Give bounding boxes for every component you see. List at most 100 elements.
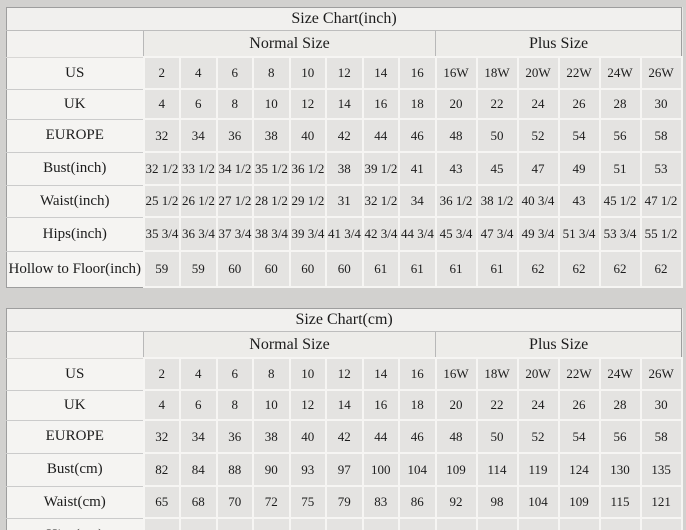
value-cell: 46 bbox=[398, 118, 437, 153]
row-label-cell: Bust(cm) bbox=[6, 452, 144, 486]
value-cell: 38 bbox=[252, 118, 291, 153]
value-cell: 18 bbox=[398, 88, 437, 120]
row-label-cell: Waist(inch) bbox=[6, 184, 144, 217]
value-cell: 32 1/2 bbox=[361, 184, 400, 218]
value-cell: 65 bbox=[142, 485, 181, 519]
value-cell: 91 bbox=[142, 517, 181, 530]
value-cell: 105 bbox=[325, 517, 364, 530]
size-chart-cm-table: Size Chart(cm) Normal Size Plus Size US 2 4 6 8… bbox=[6, 308, 683, 530]
value-cell: 58 bbox=[639, 419, 683, 454]
value-cell: 10 bbox=[288, 56, 327, 90]
value-cell: 116 bbox=[434, 517, 478, 530]
value-cell: 48 bbox=[434, 118, 478, 153]
value-cell: 4 bbox=[179, 56, 218, 90]
value-cell: 83 bbox=[361, 485, 400, 519]
value-cell: 33 1/2 bbox=[179, 151, 218, 186]
value-cell: 20W bbox=[516, 56, 560, 90]
value-cell: 47 bbox=[516, 151, 560, 186]
value-cell: 45 1/2 bbox=[598, 184, 642, 218]
table-row: EUROPE 32 34 36 38 40 42 44 46 48 50 52 54 56 58 bbox=[6, 118, 683, 153]
value-cell: 10 bbox=[288, 357, 327, 391]
value-cell: 53 bbox=[639, 151, 683, 186]
value-cell: 18W bbox=[475, 357, 519, 391]
value-cell: 60 bbox=[252, 250, 291, 288]
value-cell: 28 1/2 bbox=[252, 184, 291, 218]
value-cell: 54 bbox=[557, 118, 601, 153]
value-cell: 51 3/4 bbox=[557, 216, 601, 252]
table-row: Waist(cm) 65 68 70 72 75 79 83 86 92 98 104 109 115 12… bbox=[6, 485, 683, 519]
value-cell: 32 1/2 bbox=[142, 151, 181, 186]
value-cell: 27 1/2 bbox=[215, 184, 254, 218]
value-cell: 32 bbox=[142, 419, 181, 454]
value-cell: 20 bbox=[434, 389, 478, 421]
value-cell: 62 bbox=[557, 250, 601, 288]
value-cell: 92 bbox=[179, 517, 218, 530]
value-cell: 109 bbox=[434, 452, 478, 487]
value-cell: 56 bbox=[598, 118, 642, 153]
value-cell: 34 bbox=[179, 118, 218, 153]
value-cell: 60 bbox=[325, 250, 364, 288]
value-cell: 72 bbox=[252, 485, 291, 519]
value-cell: 10 bbox=[252, 389, 291, 421]
value-cell: 8 bbox=[252, 357, 291, 391]
value-cell: 53 3/4 bbox=[598, 216, 642, 252]
value-cell: 50 bbox=[475, 419, 519, 454]
value-cell: 2 bbox=[142, 56, 181, 90]
value-cell: 93 bbox=[288, 452, 327, 487]
value-cell: 56 bbox=[598, 419, 642, 454]
value-cell: 14 bbox=[325, 88, 364, 120]
value-cell: 59 bbox=[179, 250, 218, 288]
table-row: US 2 4 6 8 10 12 14 16 16W 18W 20W 22W 24W 26W bbox=[6, 357, 683, 391]
value-cell: 60 bbox=[288, 250, 327, 288]
column-group-header: Normal Size bbox=[143, 331, 436, 359]
corner-cell bbox=[6, 331, 144, 359]
value-cell: 36 1/2 bbox=[434, 184, 478, 218]
value-cell: 38 3/4 bbox=[252, 216, 291, 252]
value-cell: 104 bbox=[516, 485, 560, 519]
value-cell: 8 bbox=[215, 389, 254, 421]
value-cell: 16W bbox=[434, 357, 478, 391]
value-cell: 98 bbox=[252, 517, 291, 530]
value-cell: 114 bbox=[475, 452, 519, 487]
value-cell: 30 bbox=[639, 88, 683, 120]
value-cell: 47 3/4 bbox=[475, 216, 519, 252]
value-cell: 8 bbox=[215, 88, 254, 120]
value-cell: 26 bbox=[557, 389, 601, 421]
row-label-cell: EUROPE bbox=[6, 118, 144, 152]
value-cell: 36 1/2 bbox=[288, 151, 327, 186]
row-label-cell: Hips(cm) bbox=[6, 517, 144, 530]
column-group-header: Normal Size bbox=[143, 30, 436, 58]
value-cell: 38 bbox=[325, 151, 364, 186]
value-cell: 24W bbox=[598, 357, 642, 391]
value-cell: 97 bbox=[325, 452, 364, 487]
value-cell: 126 bbox=[516, 517, 560, 530]
value-cell: 42 bbox=[325, 419, 364, 454]
row-label-cell: Waist(cm) bbox=[6, 485, 144, 518]
value-cell: 2 bbox=[142, 357, 181, 391]
value-cell: 22 bbox=[475, 389, 519, 421]
value-cell: 75 bbox=[288, 485, 327, 519]
row-label-cell: Bust(inch) bbox=[6, 151, 144, 185]
value-cell: 12 bbox=[288, 88, 327, 120]
value-cell: 49 bbox=[557, 151, 601, 186]
value-cell: 90 bbox=[252, 452, 291, 487]
value-cell: 36 bbox=[215, 419, 254, 454]
row-label-cell: Hollow to Floor(inch) bbox=[6, 250, 144, 287]
value-cell: 121 bbox=[639, 485, 683, 519]
value-cell: 112 bbox=[398, 517, 437, 530]
table-row: UK 4 6 8 10 12 14 16 18 20 22 24 26 28 30 bbox=[6, 88, 683, 120]
value-cell: 68 bbox=[179, 485, 218, 519]
value-cell: 52 bbox=[516, 118, 560, 153]
value-cell: 135 bbox=[639, 452, 683, 487]
value-cell: 109 bbox=[361, 517, 400, 530]
value-cell: 39 1/2 bbox=[361, 151, 400, 186]
table-title: Size Chart(inch) bbox=[6, 7, 682, 31]
value-cell: 141 bbox=[639, 517, 683, 530]
value-cell: 115 bbox=[598, 485, 642, 519]
table-row: UK 4 6 8 10 12 14 16 18 20 22 24 26 28 30 bbox=[6, 389, 683, 421]
table-row: EUROPE 32 34 36 38 40 42 44 46 48 50 52 54 56 58 bbox=[6, 419, 683, 454]
size-chart-inch-section: Size Chart(inch) Normal Size Plus Size US 2 4… bbox=[6, 7, 683, 288]
value-cell: 16 bbox=[361, 389, 400, 421]
corner-cell bbox=[6, 30, 144, 58]
